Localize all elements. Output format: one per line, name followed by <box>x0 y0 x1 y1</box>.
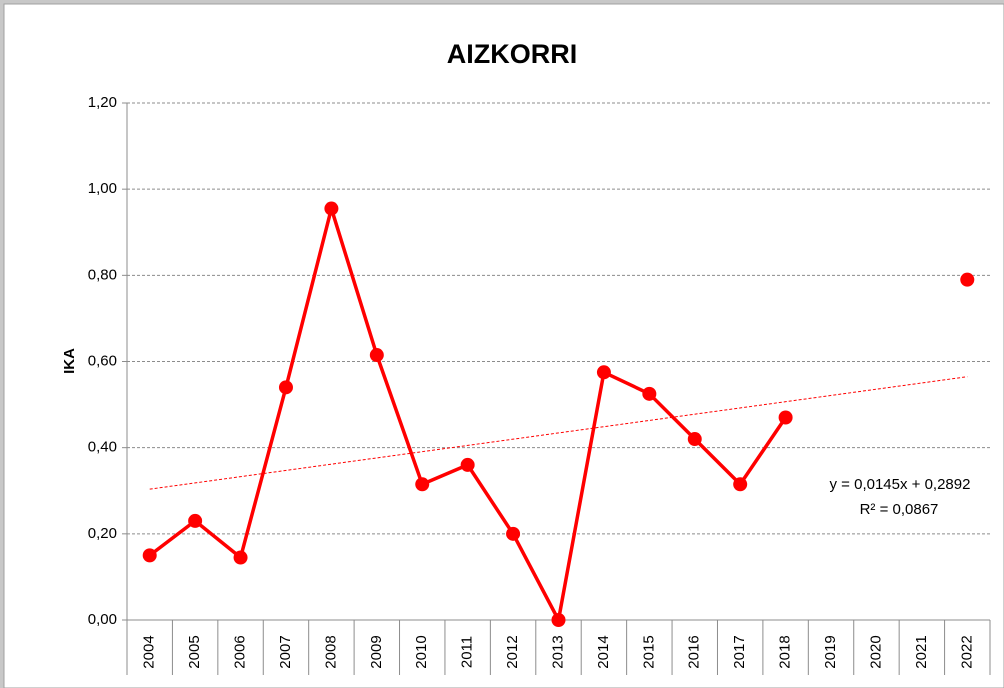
x-tick-label: 2019 <box>822 635 839 668</box>
data-point <box>596 365 611 380</box>
x-tick-label: 2009 <box>368 635 385 668</box>
x-tick-label: 2016 <box>686 635 703 668</box>
x-tick-label: 2018 <box>777 635 794 668</box>
trendline-equation: y = 0,0145x + 0,2892 <box>830 476 971 493</box>
x-tick-label: 2004 <box>141 635 158 668</box>
x-tick-label: 2008 <box>322 635 339 668</box>
data-point <box>551 613 566 627</box>
x-tick-label: 2022 <box>958 635 975 668</box>
y-tick-label: 1,00 <box>88 180 117 197</box>
x-tick-label: 2021 <box>913 635 930 668</box>
x-tick-label: 2010 <box>413 635 430 668</box>
data-point <box>778 410 793 425</box>
x-tick-label: 2012 <box>504 635 521 668</box>
x-tick-label: 2017 <box>731 635 748 668</box>
x-tick-label: 2005 <box>186 635 203 668</box>
trendline <box>149 376 968 490</box>
x-tick-label: 2014 <box>595 635 612 668</box>
data-point <box>188 513 203 528</box>
x-tick-label: 2011 <box>459 636 476 668</box>
data-point <box>278 380 293 395</box>
data-point <box>960 272 975 287</box>
chart-area <box>3 3 1004 688</box>
data-point <box>506 526 521 541</box>
data-point <box>733 477 748 492</box>
x-tick-label: 2020 <box>867 635 884 668</box>
data-point <box>687 432 702 447</box>
data-point <box>233 550 248 565</box>
x-tick-label: 2015 <box>640 635 657 668</box>
x-tick-label: 2006 <box>232 635 249 668</box>
data-point <box>324 201 339 216</box>
x-tick-label: 2007 <box>277 635 294 668</box>
data-point <box>460 457 475 472</box>
y-tick-label: 0,80 <box>88 266 117 283</box>
chart-title: AIZKORRI <box>447 39 578 69</box>
y-tick-label: 0,20 <box>88 525 117 542</box>
data-point <box>142 548 157 563</box>
x-tick-label: 2013 <box>549 635 566 668</box>
trendline-r2: R² = 0,0867 <box>860 501 939 518</box>
y-tick-label: 1,20 <box>88 94 117 111</box>
data-point <box>415 477 430 492</box>
y-tick-label: 0,40 <box>88 439 117 456</box>
data-point <box>369 348 384 363</box>
data-point <box>642 386 657 401</box>
y-axis-label: IKA <box>61 348 78 374</box>
y-tick-label: 0,60 <box>88 352 117 369</box>
y-tick-label: 0,00 <box>88 611 117 628</box>
